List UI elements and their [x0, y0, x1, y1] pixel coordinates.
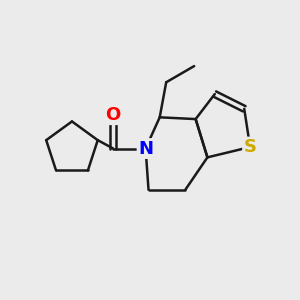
Text: N: N [138, 140, 153, 158]
Text: S: S [244, 138, 256, 156]
Text: O: O [106, 106, 121, 124]
